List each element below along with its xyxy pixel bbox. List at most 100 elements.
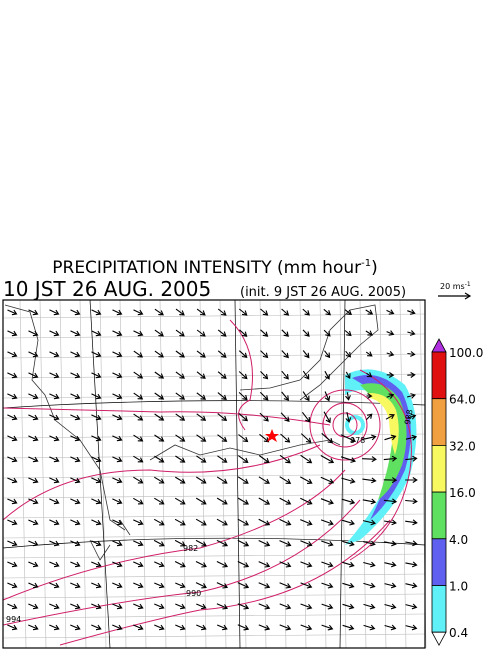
wind-arrow	[112, 540, 123, 547]
wind-arrow	[133, 624, 144, 631]
wind-arrow	[196, 434, 207, 442]
wind-arrow	[320, 498, 334, 505]
vector-scale-label: 20 ms-1	[440, 281, 471, 291]
wind-arrow	[407, 330, 416, 336]
colorbar-label: 32.0	[449, 439, 476, 453]
isobars	[2, 319, 412, 646]
wind-vectors	[7, 308, 418, 631]
wind-arrow	[279, 582, 292, 589]
wind-arrow	[195, 497, 207, 505]
wind-arrow	[70, 582, 81, 589]
wind-arrow	[320, 519, 334, 526]
wind-arrow	[112, 351, 123, 358]
wind-arrow	[280, 412, 290, 422]
grid-line	[379, 299, 387, 649]
wind-arrow	[406, 413, 417, 420]
contour-label: 978	[350, 436, 365, 445]
wind-arrow	[237, 476, 249, 484]
wind-arrow	[195, 518, 207, 526]
wind-arrow	[363, 540, 376, 547]
wind-arrow	[196, 624, 207, 631]
wind-arrow	[385, 414, 395, 420]
wind-arrow	[238, 350, 248, 358]
wind-arrow	[28, 393, 39, 400]
wind-arrow	[384, 582, 397, 589]
title-text: PRECIPITATION INTENSITY (mm hour	[52, 258, 361, 278]
wind-arrow	[216, 582, 229, 589]
wind-arrow	[384, 519, 397, 526]
wind-arrow	[405, 540, 418, 547]
wind-arrow	[386, 372, 395, 378]
wind-arrow	[196, 413, 207, 421]
grid-line	[339, 299, 347, 649]
wind-arrow	[91, 477, 102, 484]
wind-arrow	[362, 456, 377, 463]
colorbar-triangle	[431, 338, 447, 353]
wind-arrow	[384, 603, 397, 610]
wind-arrow	[28, 540, 39, 547]
wind-arrow	[386, 351, 395, 357]
wind-arrow	[258, 455, 270, 464]
wind-arrow	[133, 455, 144, 463]
wind-arrow	[196, 476, 207, 484]
wind-arrow	[49, 435, 60, 442]
wind-arrow	[237, 455, 249, 464]
wind-arrow	[405, 561, 418, 568]
wind-arrow	[91, 351, 102, 358]
wind-arrow	[28, 498, 39, 505]
wind-arrow	[300, 497, 313, 505]
grid-line	[2, 513, 426, 519]
wind-arrow	[342, 561, 355, 568]
wind-arrow	[7, 351, 18, 358]
wind-arrow	[70, 561, 81, 568]
wind-arrow	[383, 455, 398, 462]
wind-arrow	[133, 561, 144, 568]
wind-arrow	[153, 539, 165, 547]
wind-arrow	[70, 393, 81, 400]
wind-arrow	[49, 582, 60, 589]
wind-arrow	[258, 476, 270, 484]
wind-arrow	[258, 540, 271, 547]
wind-arrow	[133, 540, 144, 547]
wind-arrow	[49, 351, 60, 358]
wind-arrow	[405, 455, 418, 462]
wind-arrow	[91, 540, 102, 547]
wind-arrow	[260, 329, 269, 337]
wind-arrow	[175, 308, 185, 316]
coastlines	[4, 304, 379, 561]
grid-line	[2, 493, 426, 499]
wind-arrow	[175, 329, 185, 337]
wind-arrow	[91, 603, 102, 610]
wind-arrow	[174, 518, 186, 526]
wind-arrow	[49, 330, 60, 337]
wind-arrow	[112, 603, 123, 610]
wind-arrow	[112, 435, 123, 442]
wind-arrow	[70, 414, 81, 421]
wind-arrow	[112, 477, 123, 484]
grid-line	[2, 473, 426, 479]
wind-arrow	[302, 308, 310, 316]
wind-arrow	[366, 372, 373, 378]
wind-arrow	[70, 498, 81, 505]
wind-arrow	[383, 498, 398, 505]
wind-arrow	[91, 309, 102, 316]
wind-arrow	[153, 518, 165, 526]
wind-arrow	[112, 372, 123, 379]
wind-arrow	[300, 454, 313, 464]
wind-arrow	[175, 582, 186, 589]
wind-arrow	[300, 519, 313, 526]
wind-arrow	[259, 433, 270, 443]
isobar	[2, 444, 321, 521]
coast	[4, 304, 126, 531]
grid-line	[2, 313, 426, 319]
wind-arrow	[217, 413, 228, 422]
wind-arrow	[281, 370, 289, 380]
wind-arrow	[28, 435, 39, 442]
map-bg	[3, 300, 425, 648]
grid-line	[119, 299, 127, 649]
wind-arrow	[258, 561, 271, 568]
wind-arrow	[70, 435, 81, 442]
wind-arrow	[237, 561, 250, 568]
wind-arrow	[217, 371, 227, 379]
wind-arrow	[321, 603, 334, 610]
